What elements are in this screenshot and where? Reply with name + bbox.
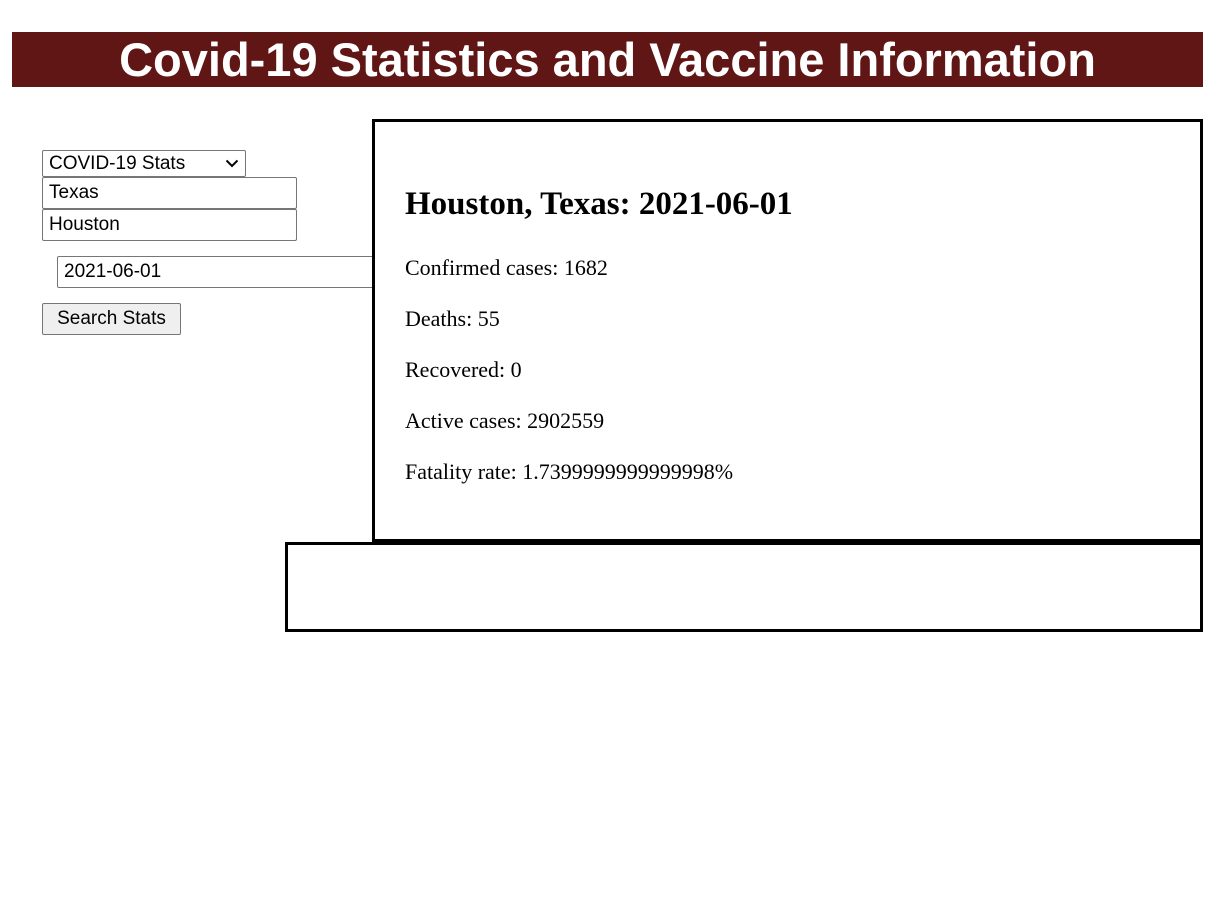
vaccine-panel (285, 542, 1203, 632)
page-title: Covid-19 Statistics and Vaccine Informat… (119, 33, 1096, 86)
chevron-down-icon (219, 151, 245, 176)
recovered: Recovered: 0 (405, 357, 522, 382)
mode-select[interactable]: COVID-19 Stats (42, 150, 246, 177)
header-banner: Covid-19 Statistics and Vaccine Informat… (12, 32, 1203, 87)
city-input[interactable]: Houston (42, 209, 297, 241)
state-input[interactable]: Texas (42, 177, 297, 209)
active-cases: Active cases: 2902559 (405, 408, 605, 433)
confirmed-cases: Confirmed cases: 1682 (405, 255, 608, 280)
mode-select-value: COVID-19 Stats (49, 152, 186, 174)
deaths: Deaths: 55 (405, 306, 500, 331)
stats-panel: Houston, Texas: 2021-06-01 Confirmed cas… (372, 119, 1203, 542)
date-input[interactable]: 2021-06-01 (57, 256, 387, 288)
stats-heading: Houston, Texas: 2021-06-01 (405, 186, 793, 222)
search-stats-button[interactable]: Search Stats (42, 303, 181, 335)
fatality-rate: Fatality rate: 1.7399999999999998% (405, 459, 734, 484)
